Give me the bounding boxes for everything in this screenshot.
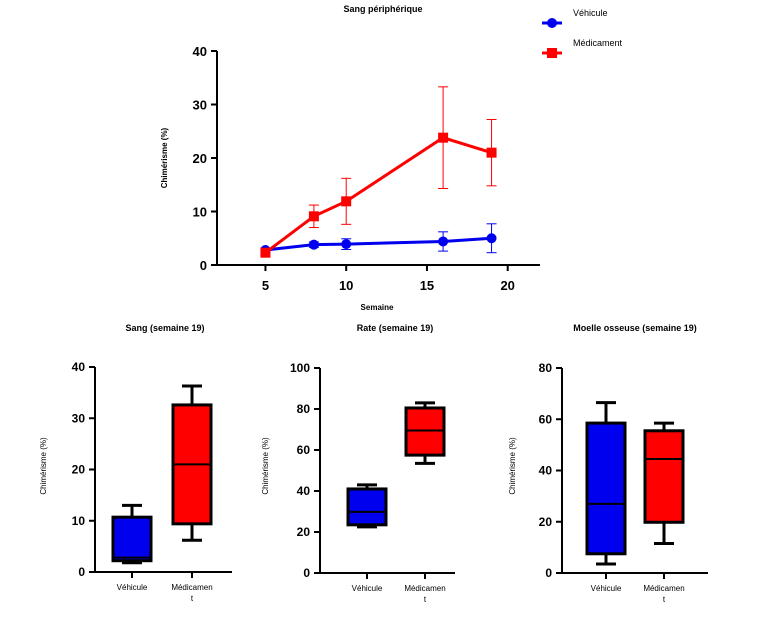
y-tick-label: 10 bbox=[193, 205, 207, 220]
x-category-label-line2: t bbox=[424, 595, 427, 604]
y-tick-label: 30 bbox=[72, 411, 86, 425]
x-category-label: Médicamen t bbox=[643, 584, 684, 604]
y-tick-label: 20 bbox=[539, 515, 553, 529]
y-tick-label: 60 bbox=[539, 412, 553, 426]
data-point bbox=[341, 196, 352, 207]
data-point bbox=[438, 236, 449, 247]
box-vehicule bbox=[346, 487, 388, 527]
x-category-label: Médicamen t bbox=[171, 583, 212, 603]
y-tick-label: 0 bbox=[200, 258, 207, 273]
legend-marker bbox=[547, 48, 557, 58]
x-category-label-line1: Médicamen bbox=[404, 584, 445, 593]
data-point bbox=[438, 132, 449, 143]
y-axis-label: Chimérisme (%) bbox=[261, 437, 270, 495]
x-tick-label: 20 bbox=[500, 278, 514, 293]
y-tick-label: 20 bbox=[297, 525, 311, 539]
x-category-label: Médicamen t bbox=[404, 584, 445, 604]
y-tick-label: 10 bbox=[72, 514, 86, 528]
y-tick-label: 0 bbox=[545, 566, 552, 580]
x-category-label-line2: t bbox=[663, 595, 666, 604]
y-tick-label: 20 bbox=[193, 151, 207, 166]
x-category-label-line2: t bbox=[191, 594, 194, 603]
x-tick-label: 5 bbox=[262, 278, 269, 293]
chart-title: Sang périphérique bbox=[343, 4, 422, 14]
y-tick-label: 40 bbox=[297, 484, 311, 498]
x-category-label: Véhicule bbox=[591, 584, 622, 593]
data-point bbox=[308, 211, 319, 222]
data-point bbox=[486, 233, 497, 244]
legend-label: Véhicule bbox=[573, 8, 608, 18]
y-tick-label: 80 bbox=[297, 402, 311, 416]
y-tick-label: 0 bbox=[78, 565, 85, 579]
y-tick-label: 60 bbox=[297, 443, 311, 457]
series-line-0 bbox=[265, 236, 492, 252]
x-category-label-line1: Médicamen bbox=[643, 584, 684, 593]
x-category-label: Véhicule bbox=[117, 583, 148, 592]
y-axis-label: Chimérisme (%) bbox=[160, 127, 169, 188]
chart-title: Sang (semaine 19) bbox=[125, 323, 204, 333]
series-line-1 bbox=[264, 136, 492, 254]
x-tick-label: 10 bbox=[339, 278, 353, 293]
y-tick-label: 40 bbox=[193, 44, 207, 59]
y-tick-label: 20 bbox=[72, 463, 86, 477]
legend-marker bbox=[547, 18, 557, 28]
y-tick-label: 0 bbox=[303, 566, 310, 580]
y-tick-label: 30 bbox=[193, 98, 207, 113]
y-axis-label: Chimérisme (%) bbox=[39, 437, 48, 495]
box-vehicule bbox=[111, 515, 153, 563]
y-tick-label: 40 bbox=[72, 360, 86, 374]
box-medicament bbox=[404, 406, 446, 457]
data-point bbox=[260, 247, 271, 258]
data-point bbox=[486, 147, 497, 158]
x-category-label-line1: Médicamen bbox=[171, 583, 212, 592]
x-category-label: Véhicule bbox=[352, 584, 383, 593]
x-axis-label: Semaine bbox=[361, 303, 394, 312]
chart-title: Moelle osseuse (semaine 19) bbox=[573, 323, 697, 333]
y-tick-label: 100 bbox=[290, 361, 310, 375]
y-tick-label: 40 bbox=[539, 464, 553, 478]
chart-title: Rate (semaine 19) bbox=[357, 323, 434, 333]
x-tick-label: 15 bbox=[420, 278, 434, 293]
box-vehicule bbox=[585, 421, 627, 556]
y-axis-label: Chimérisme (%) bbox=[508, 437, 517, 495]
legend-label: Médicament bbox=[573, 38, 623, 48]
data-point bbox=[308, 239, 319, 250]
box-medicament bbox=[643, 429, 685, 524]
data-point bbox=[341, 239, 352, 250]
y-tick-label: 80 bbox=[539, 361, 553, 375]
